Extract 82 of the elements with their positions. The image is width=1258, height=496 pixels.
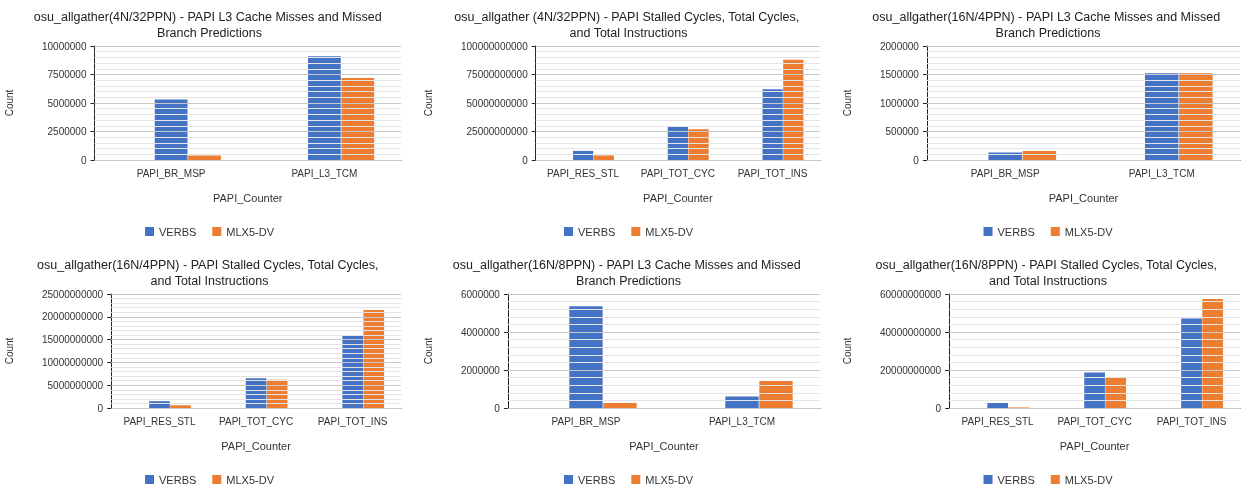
y-axis-title: Count [3,89,15,117]
y-tick-label: 2000000 [879,40,920,52]
legend-label: MLX5-DV [645,225,694,238]
x-tick-label: PAPI_TOT_INS [737,167,808,179]
bar [593,155,614,160]
legend-label: MLX5-DV [645,473,694,486]
x-tick-label: PAPI_RES_STL [961,415,1035,427]
legend-label: VERBS [159,225,197,238]
y-tick-label: 0 [935,402,942,414]
chart-title: osu_allgather(4N/32PPN) - PAPI L3 Cache Misses and Missed Branch Predictions [33,10,386,40]
x-axis-title: PAPI_Counter [643,191,713,204]
y-tick-label: 20000000000 [41,311,104,323]
y-tick-label: 75000000000 [466,69,529,80]
bar [170,405,191,408]
legend-label: VERBS [997,473,1035,486]
y-tick-label: 1000000 [879,97,920,109]
chart-title: osu_allgather (4N/32PPN) - PAPI Stalled Cycles, Total Cycles, and Total Instructions [454,10,803,40]
x-tick-label: PAPI_TOT_INS [317,415,388,427]
bar [1105,377,1127,408]
x-axis-title: PAPI_Counter [1048,191,1119,204]
x-tick-label: PAPI_RES_STL [123,415,196,427]
x-tick-label: PAPI_L3_TCM [291,167,358,179]
x-tick-label: PAPI_BR_MSP [551,415,621,427]
bar [188,155,221,160]
bar [987,403,1009,408]
x-tick-label: PAPI_BR_MSP [970,167,1040,179]
y-axis-title: Count [422,89,434,117]
x-axis-title: PAPI_Counter [629,439,700,452]
chart-title: osu_allgather(16N/8PPN) - PAPI Stalled Cycles, Total Cycles, and Total Instructions [875,258,1221,288]
y-tick-label: 0 [494,402,501,414]
y-tick-label: 25000000000 [466,126,529,137]
chart-title: osu_allgather(16N/8PPN) - PAPI L3 Cache Misses and Missed Branch Predictions [452,258,805,288]
y-tick-label: 5000000000 [47,379,104,391]
y-tick-label: 50000000000 [466,97,529,109]
y-tick-label: 2000000 [460,364,501,376]
y-tick-label: 20000000000 [879,364,942,376]
legend-label: MLX5-DV [226,225,275,238]
legend-label: VERBS [578,473,616,486]
y-tick-label: 15000000000 [41,334,104,346]
y-tick-label: 40000000000 [879,326,942,338]
y-axis-title: Count [841,337,853,365]
y-tick-label: 10000000 [41,40,87,52]
legend-label: MLX5-DV [226,473,275,486]
y-axis-title: Count [3,337,15,365]
bar [1084,372,1105,408]
y-tick-label: 1500000 [879,69,920,80]
y-tick-label: 0 [522,154,529,166]
x-tick-label: PAPI_TOT_CYC [640,167,715,179]
y-tick-label: 10000000000 [41,356,104,368]
legend-label: VERBS [997,225,1035,238]
bar [603,403,637,408]
y-tick-label: 4000000 [460,326,501,338]
y-tick-label: 100000000000 [460,40,529,52]
chart-title: osu_allgather(16N/4PPN) - PAPI L3 Cache Misses and Missed Branch Predictions [872,10,1224,40]
x-tick-label: PAPI_L3_TCM [1128,167,1195,179]
legend-label: VERBS [578,225,616,238]
y-tick-label: 500000 [885,126,920,137]
x-axis-title: PAPI_Counter [221,439,292,452]
y-tick-label: 5000000 [47,97,87,109]
x-tick-label: PAPI_TOT_CYC [219,415,294,427]
y-tick-label: 0 [97,402,104,414]
y-tick-label: 6000000 [460,288,501,300]
x-axis-title: PAPI_Counter [212,191,283,204]
x-tick-label: PAPI_TOT_CYC [1057,415,1132,427]
x-tick-label: PAPI_RES_STL [547,167,620,179]
y-tick-label: 2500000 [47,126,87,137]
chart-title: osu_allgather(16N/4PPN) - PAPI Stalled Cycles, Total Cycles, and Total Instructions [37,258,382,288]
legend-label: MLX5-DV [1064,473,1114,486]
y-tick-label: 25000000000 [41,288,104,300]
y-axis-title: Count [841,89,853,117]
y-axis-title: Count [422,337,434,365]
x-tick-label: PAPI_TOT_INS [1156,415,1227,427]
legend-label: MLX5-DV [1064,225,1114,238]
bar [759,381,793,408]
x-tick-label: PAPI_BR_MSP [136,167,206,179]
y-tick-label: 60000000000 [879,288,942,300]
y-tick-label: 0 [913,154,920,166]
y-tick-label: 7500000 [47,69,87,80]
legend-label: VERBS [159,473,197,486]
y-tick-label: 0 [80,154,87,166]
x-axis-title: PAPI_Counter [1059,439,1130,452]
x-tick-label: PAPI_L3_TCM [709,415,775,427]
